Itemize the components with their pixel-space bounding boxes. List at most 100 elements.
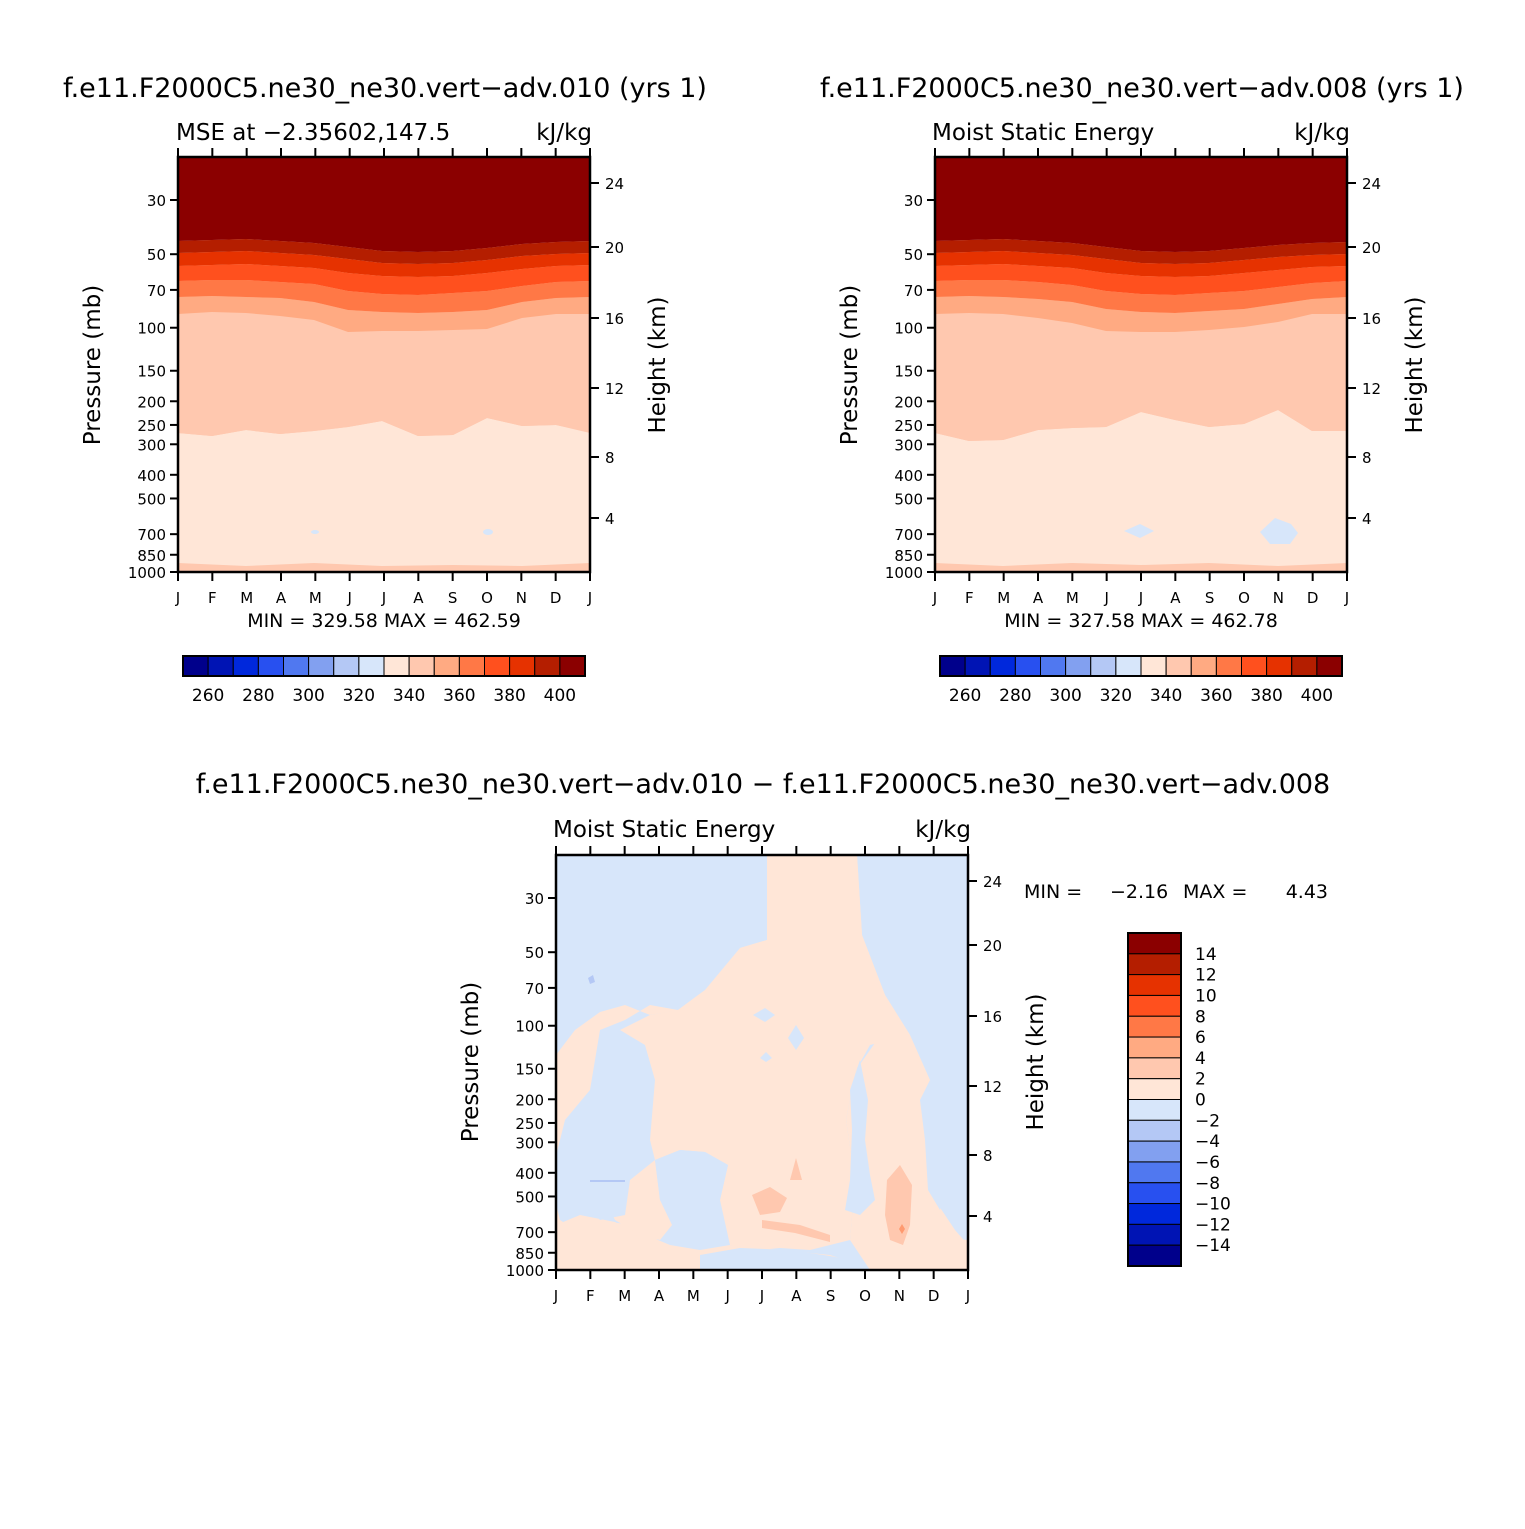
colorbar-frame — [939, 655, 1343, 677]
colorbar-label: −12 — [1195, 1215, 1231, 1235]
y-tick-label: 250 — [137, 417, 166, 435]
colorbar-label: 320 — [343, 686, 375, 706]
colorbar-swatch — [939, 655, 966, 677]
x-tick-label: S — [826, 1287, 836, 1305]
colorbar-swatch — [1165, 655, 1192, 677]
y-tick-label: 400 — [894, 467, 923, 485]
panel-3-layer-diff-below-0 — [845, 1060, 875, 1215]
panel-2-layer-mse-390-400 — [935, 239, 1347, 264]
panel-3-layer-diff-0-2 — [598, 855, 910, 1250]
x-tick-label: J — [932, 589, 937, 607]
y-tick-label: 50 — [904, 246, 923, 264]
panel-3-right-title: kJ/kg — [915, 817, 971, 843]
y-tick-label: 850 — [137, 547, 166, 565]
y-tick-label: 100 — [894, 320, 923, 338]
colorbar-label: 280 — [999, 686, 1031, 706]
colorbar-swatch — [509, 655, 536, 677]
panel-3-layer-diff-below-0 — [788, 1025, 804, 1050]
y-tick-label: 30 — [904, 192, 923, 210]
x-tick-label: J — [1138, 589, 1143, 607]
colorbar-label: 2 — [1195, 1070, 1206, 1090]
y-tick-label: 50 — [147, 246, 166, 264]
colorbar-label: 260 — [192, 686, 224, 706]
panel-3-case-title: f.e11.F2000C5.ne30_ne30.vert−adv.010 − f… — [196, 769, 1331, 800]
panel-1-layer-mse-350-360 — [178, 296, 590, 332]
x-tick-label: D — [550, 589, 562, 607]
y-tick-label: 250 — [894, 417, 923, 435]
panel-3-ylabel: Pressure (mb) — [458, 982, 484, 1142]
colorbar-label: 280 — [242, 686, 274, 706]
colorbar-swatch — [1127, 1223, 1182, 1246]
colorbar-swatch — [1190, 655, 1217, 677]
panel-2-small-feature — [1260, 518, 1298, 544]
colorbar-swatch — [433, 655, 460, 677]
colorbar-label: 260 — [949, 686, 981, 706]
x-tick-label: A — [413, 589, 424, 607]
x-tick-label: A — [1170, 589, 1181, 607]
colorbar-label: 340 — [393, 686, 425, 706]
y-tick-label: 150 — [137, 363, 166, 381]
panel-3-left-title: Moist Static Energy — [553, 817, 775, 843]
colorbar-swatch — [1127, 1182, 1182, 1205]
panel-3-stats-max-label: MAX = — [1183, 881, 1247, 903]
colorbar-label: 4 — [1195, 1049, 1206, 1069]
y-tick-label: 700 — [515, 1224, 544, 1242]
panel-2: f.e11.F2000C5.ne30_ne30.vert−adv.008 (yr… — [820, 73, 1464, 706]
panel-1-plot-area — [178, 157, 590, 572]
y-tick-label: 250 — [515, 1115, 544, 1133]
y2-tick-label: 4 — [1362, 510, 1372, 528]
colorbar-frame — [182, 655, 586, 677]
colorbar-swatch — [1090, 655, 1117, 677]
panel-1-layer-mse-390-400 — [178, 239, 590, 264]
panel-2-left-title: Moist Static Energy — [932, 120, 1154, 146]
colorbar-swatch — [964, 655, 991, 677]
colorbar-swatch — [408, 655, 435, 677]
panel-2-small-feature — [1124, 524, 1154, 538]
y-tick-label: 70 — [525, 980, 544, 998]
y-tick-label: 1000 — [885, 564, 923, 582]
y-tick-label: 200 — [894, 393, 923, 411]
colorbar-swatch — [1127, 1244, 1182, 1267]
x-tick-label: M — [618, 1287, 631, 1305]
x-tick-label: N — [894, 1287, 905, 1305]
y-tick-label: 850 — [894, 547, 923, 565]
y-tick-label: 70 — [904, 282, 923, 300]
colorbar-swatch — [1115, 655, 1142, 677]
x-tick-label: D — [928, 1287, 940, 1305]
x-tick-label: A — [791, 1287, 802, 1305]
colorbar-label: 400 — [544, 686, 576, 706]
panel-3-layer-diff-below-0 — [575, 1030, 728, 1220]
colorbar-swatch — [1127, 1203, 1182, 1225]
y2-tick-label: 12 — [605, 380, 624, 398]
panel-3-y2label: Height (km) — [1023, 993, 1049, 1130]
colorbar-label: 0 — [1195, 1091, 1206, 1111]
x-tick-label: F — [208, 589, 217, 607]
y2-tick-label: 8 — [605, 449, 615, 467]
y-tick-label: 300 — [137, 436, 166, 454]
panel-1-right-title: kJ/kg — [536, 120, 592, 146]
y2-tick-label: 8 — [1362, 449, 1372, 467]
colorbar-swatch — [232, 655, 259, 677]
colorbar-swatch — [1127, 1078, 1182, 1100]
colorbar-swatch — [1127, 932, 1182, 955]
x-tick-label: M — [687, 1287, 700, 1305]
y-tick-label: 30 — [525, 890, 544, 908]
y-tick-label: 850 — [515, 1245, 544, 1263]
panel-1-layer-mse-380-390 — [178, 251, 590, 277]
x-tick-label: J — [587, 589, 592, 607]
panel-2-layer-mse-340-350 — [935, 313, 1347, 441]
colorbar-swatch — [458, 655, 485, 677]
colorbar-swatch — [358, 655, 385, 677]
colorbar-swatch — [534, 655, 561, 677]
y2-tick-label: 4 — [983, 1208, 993, 1226]
panel-3-layer-diff-below-0 — [700, 1248, 860, 1270]
panel-1-colorbar: 260 280 300 320 340 360 380 400 — [182, 655, 586, 706]
colorbar-swatch — [1127, 1057, 1182, 1080]
panel-1-ylabel: Pressure (mb) — [80, 285, 106, 445]
colorbar-swatch — [333, 655, 360, 677]
y2-tick-label: 12 — [983, 1078, 1002, 1096]
colorbar-swatch — [1014, 655, 1041, 677]
panel-3-stats-min: −2.16 — [1110, 881, 1168, 903]
